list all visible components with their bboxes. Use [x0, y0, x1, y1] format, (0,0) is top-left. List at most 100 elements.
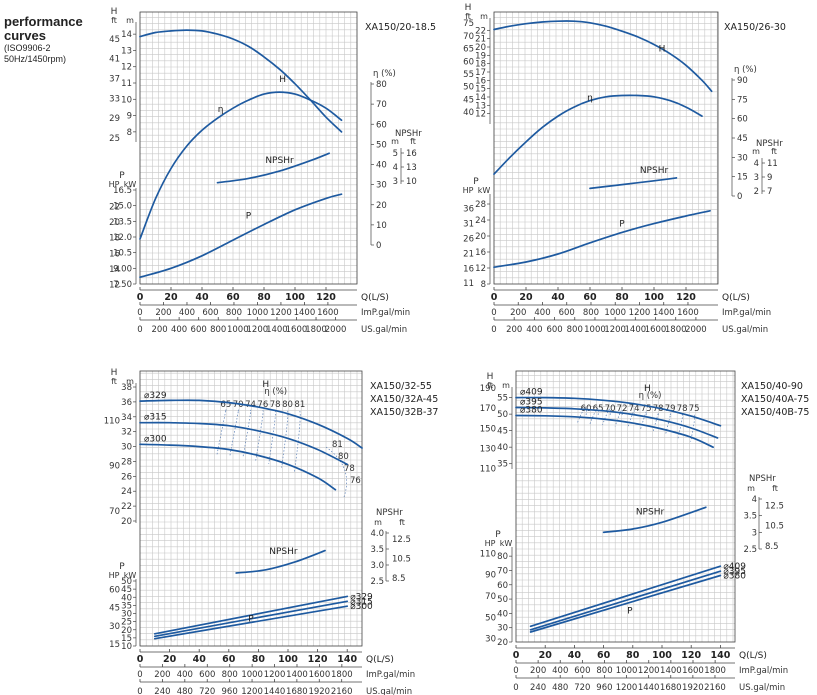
power-curve-label: P	[627, 606, 633, 616]
power-kw-tick-label: 8	[481, 280, 486, 290]
us-tick-label: 800	[567, 325, 583, 335]
eff-contour-line	[242, 409, 252, 459]
imp-tick-label: 600	[199, 670, 215, 680]
page-title-line-1: performance	[4, 14, 83, 29]
power-kw-tick-label: 40	[121, 593, 132, 603]
npsh-m-tick-label: 4	[754, 159, 759, 169]
eff-contour-line	[229, 409, 239, 456]
npsh-m-tick-label: 4	[752, 495, 757, 505]
head-ft-tick-label: 170	[480, 404, 496, 414]
npsh-m-tick-label: 2.5	[743, 545, 757, 555]
head-m-tick-label: 38	[121, 383, 132, 393]
eff-tick-label: 70	[376, 100, 387, 110]
npsh-ft-unit: ft	[410, 137, 416, 146]
imp-tick-label: 0	[137, 670, 142, 680]
imp-tick-label: 400	[177, 670, 193, 680]
qls-axis-label: Q(L/S)	[366, 655, 394, 665]
imp-tick-label: 1000	[241, 670, 263, 680]
imp-tick-label: 400	[179, 308, 195, 318]
plot-frame	[493, 11, 719, 285]
us-tick-label: 1400	[625, 325, 647, 335]
imp-tick-label: 1600	[317, 308, 339, 318]
head-axis-symbol: H	[487, 372, 494, 382]
imp-tick-label: 1400	[294, 308, 316, 318]
head-m-tick-label: 34	[121, 413, 132, 423]
plot-frame	[515, 370, 736, 643]
us-tick-label: 240	[530, 683, 546, 693]
qls-tick-label: 80	[626, 650, 640, 661]
power-hp-tick-label: 30	[485, 635, 496, 645]
imp-tick-label: 0	[513, 666, 518, 676]
npsh-m-tick-label: 3	[754, 173, 759, 183]
us-axis-label: US.gal/min	[722, 325, 768, 335]
head-ft-tick-label: 150	[480, 424, 496, 434]
head-m-unit: m	[126, 16, 134, 25]
head-curve	[139, 399, 363, 449]
eff-contour-label: 78	[270, 400, 281, 410]
head-diameter-label: ⌀315	[144, 413, 167, 423]
npsh-m-tick-label: 2	[754, 187, 759, 197]
npsh-ft-tick-label: 7	[767, 187, 772, 197]
head-axis-symbol: H	[111, 368, 118, 378]
eff-contour-label: 76	[257, 400, 268, 410]
power-axis-symbol: P	[495, 530, 501, 540]
imp-tick-label: 200	[154, 670, 170, 680]
npsh-axis-label: NPSHr	[395, 129, 422, 139]
head-m-tick-label: 21	[475, 35, 486, 45]
us-tick-label: 1400	[266, 325, 288, 335]
eff-contour-line	[255, 410, 264, 461]
eff-contour-label: 74	[629, 404, 640, 414]
us-tick-label: 200	[151, 325, 167, 335]
head-ft-tick-label: 33	[109, 94, 120, 104]
eff-contour-line	[652, 412, 659, 433]
us-tick-label: 600	[546, 325, 562, 335]
power-hp-tick-label: 90	[485, 571, 496, 581]
eff-contour-label: 72	[617, 404, 628, 414]
power-hp-tick-label: 30	[109, 622, 120, 632]
power-curve	[529, 565, 722, 628]
qls-tick-label: 120	[681, 650, 701, 661]
eff-right-label: 76	[350, 476, 361, 486]
power-kw-tick-label: 12.0	[113, 233, 132, 243]
power-kw-tick-label: 15	[121, 634, 132, 644]
qls-tick-label: 60	[222, 654, 236, 665]
head-m-tick-label: 16	[475, 76, 486, 86]
qls-tick-label: 0	[137, 292, 144, 303]
head-curve-label: H	[644, 384, 651, 394]
eff-right-label: 81	[332, 440, 343, 450]
head-ft-unit: ft	[111, 16, 117, 25]
us-tick-label: 1600	[645, 325, 667, 335]
x-axes: 0 20 40 60 80 100 120 Q(L/S)0 200 400 600 800 1000 12…	[137, 287, 410, 335]
head-m-tick-label: 35	[497, 460, 508, 470]
npsh-m-tick-label: 4.0	[370, 529, 384, 539]
power-hp-tick-label: 15	[109, 640, 120, 650]
power-kw-unit: kW	[500, 539, 513, 548]
us-tick-label: 800	[210, 325, 226, 335]
us-tick-label: 1200	[616, 683, 638, 693]
eff-tick-label: 0	[737, 192, 742, 202]
imp-tick-label: 200	[510, 308, 526, 318]
npsh-m-unit: m	[752, 147, 760, 156]
eff-contour-label: 78	[653, 404, 664, 414]
chart-panel-4: 0 20 40 60 80 100 120 140 Q(L/S)0 200 400 600 800 100…	[480, 370, 809, 693]
npsh-curve	[589, 177, 678, 190]
qls-tick-label: 0	[491, 292, 498, 303]
power-kw-tick-label: 12	[475, 264, 486, 274]
head-curve-label: H	[262, 380, 269, 390]
npsh-curve	[216, 152, 330, 184]
us-tick-label: 480	[552, 683, 568, 693]
head-ft-tick-label: 45	[463, 95, 474, 105]
npsh-m-tick-label: 3	[752, 528, 757, 538]
npsh-curve	[602, 506, 707, 534]
npsh-curve	[235, 549, 326, 574]
imp-axis-label: ImP.gal/min	[361, 308, 410, 318]
us-tick-label: 1600	[286, 325, 308, 335]
model-label: XA150/40B-75	[741, 407, 809, 418]
head-ft-tick-label: 65	[463, 45, 474, 55]
power-curve	[153, 605, 349, 640]
chart-panel-3: 0 20 40 60 80 100 120 140 Q(L/S)0 200 400 600 800 100…	[104, 368, 439, 695]
power-diameter-label: ⌀380	[723, 571, 746, 581]
power-hp-tick-label: 21	[463, 249, 474, 259]
